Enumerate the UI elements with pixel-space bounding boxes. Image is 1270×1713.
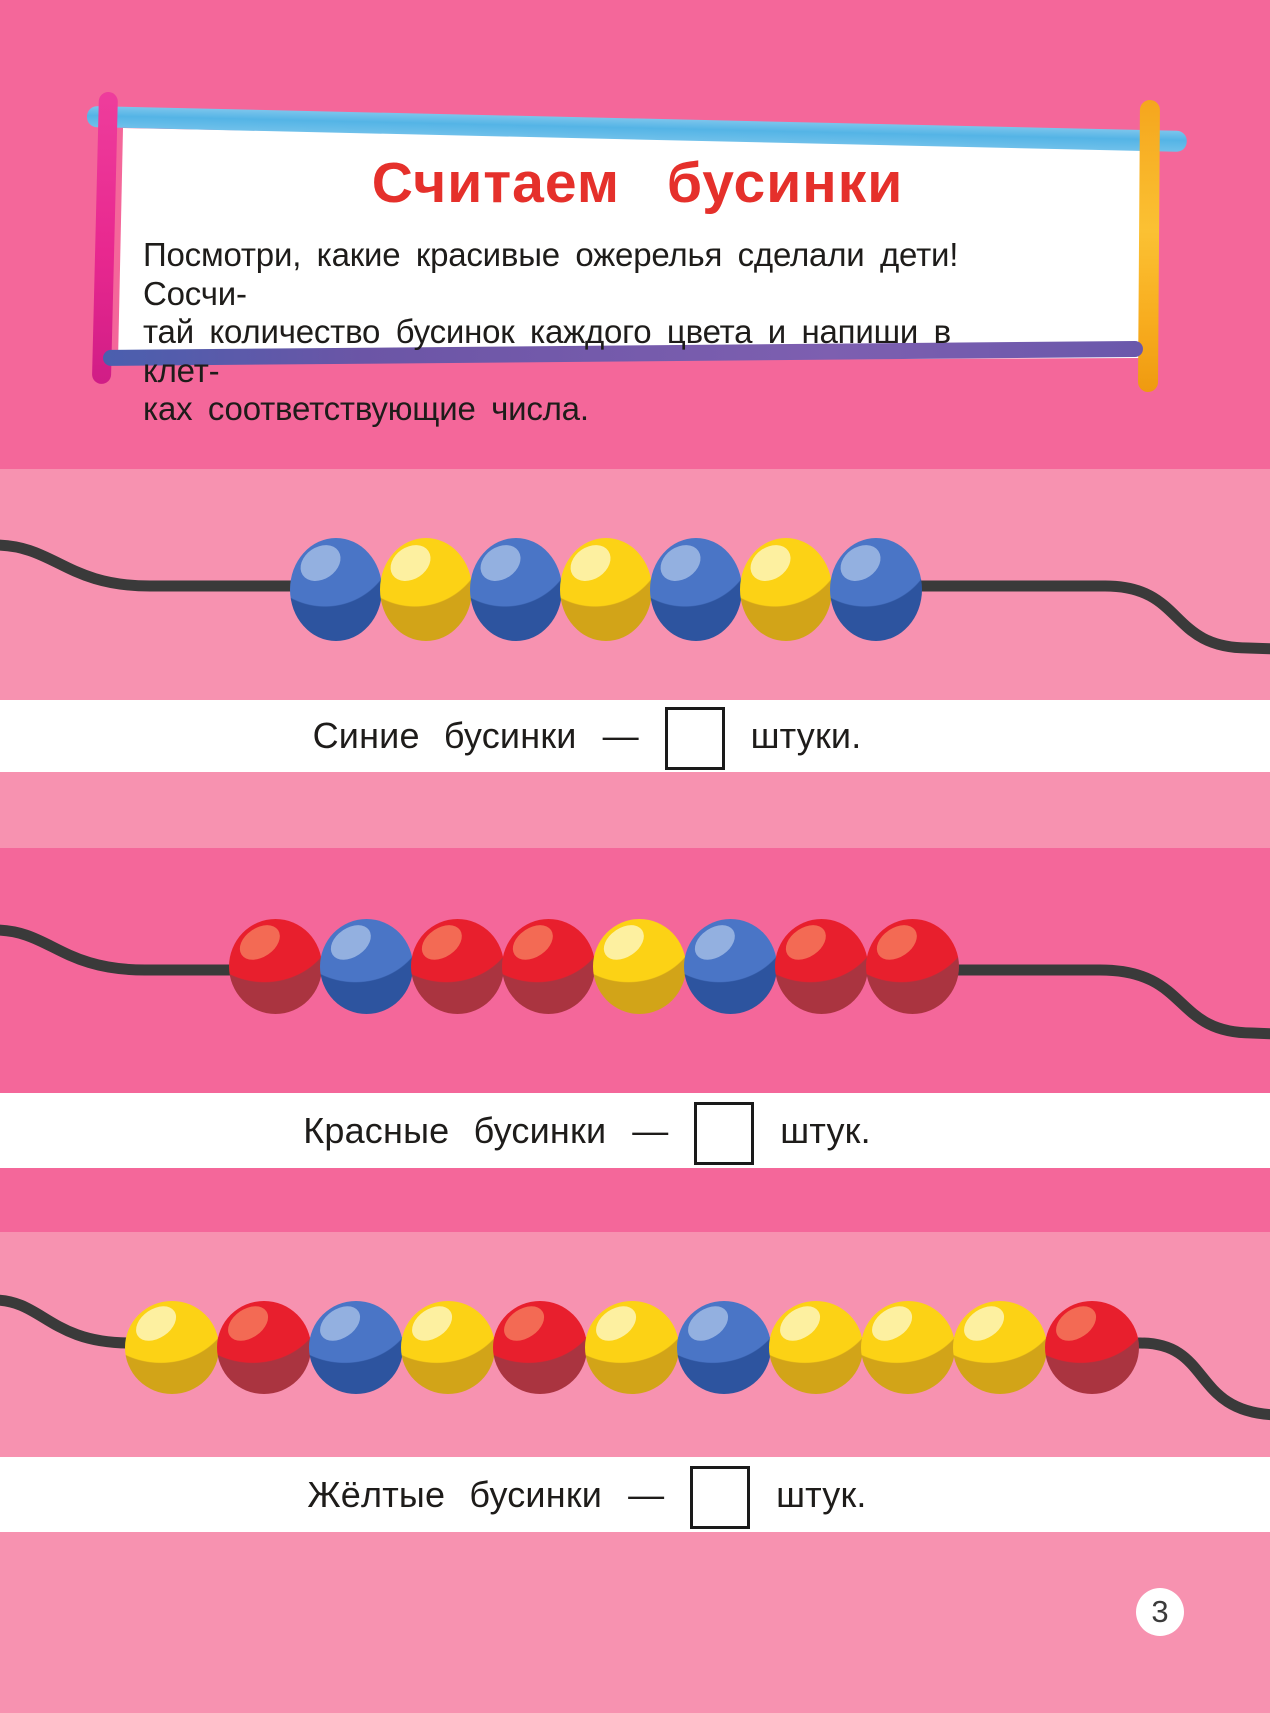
red-bead (411, 919, 504, 1014)
red-bead (775, 919, 868, 1014)
yellow-bead (585, 1301, 679, 1394)
answer-box-red[interactable] (694, 1101, 755, 1165)
yellow-bead (593, 919, 686, 1014)
yellow-bead (401, 1301, 495, 1394)
page-number: 3 (1151, 1594, 1169, 1629)
yellow-bead (560, 538, 652, 641)
answer-suffix: штуки. (750, 715, 862, 756)
blue-bead (650, 538, 742, 641)
dash: — (628, 1473, 665, 1515)
red-bead (229, 919, 322, 1014)
answer-strip-blue: Синие бусинки — штуки. (0, 700, 1270, 772)
title-box-background (118, 128, 1150, 362)
yellow-bead (953, 1301, 1047, 1394)
page-number-badge: 3 (1136, 1588, 1184, 1636)
bead-row (229, 919, 959, 1014)
bead-row (125, 1301, 1139, 1394)
necklace-1 (0, 469, 1270, 700)
answer-suffix: штук. (776, 1473, 867, 1515)
instruction-line: ках соответствующие числа. (143, 390, 589, 428)
blue-bead (320, 919, 413, 1014)
brush-stroke-left-icon (91, 91, 118, 385)
necklace-3 (0, 1232, 1270, 1457)
dash: — (602, 715, 639, 756)
bead-row (290, 538, 922, 641)
answer-box-yellow[interactable] (690, 1465, 751, 1529)
dash: — (632, 1109, 669, 1151)
red-bead (1045, 1301, 1139, 1394)
blue-bead (830, 538, 922, 641)
red-bead (502, 919, 595, 1014)
red-bead (866, 919, 959, 1014)
separator-band (0, 1168, 1270, 1232)
necklace-string (0, 539, 1270, 655)
blue-bead (309, 1301, 403, 1394)
instruction-line: Посмотри, какие красивые ожерелья сделал… (143, 236, 959, 312)
blue-bead (677, 1301, 771, 1394)
page-title: Считаем бусинки (371, 151, 904, 215)
blue-bead (290, 538, 382, 641)
necklace-string (0, 924, 1270, 1040)
answer-label: Жёлтые бусинки (307, 1473, 603, 1515)
instruction-text: Посмотри, какие красивые ожерелья сделал… (143, 236, 1038, 429)
answer-label: Синие бусинки (312, 715, 577, 756)
title-box: Считаем бусинки Посмотри, какие красивые… (85, 88, 1190, 427)
yellow-bead (740, 538, 832, 641)
necklace-2 (0, 848, 1270, 1093)
instruction-line: тай количество бусинок каждого цвета и н… (143, 313, 951, 389)
yellow-bead (861, 1301, 955, 1394)
yellow-bead (380, 538, 472, 641)
blue-bead (684, 919, 777, 1014)
answer-suffix: штук. (780, 1109, 871, 1151)
answer-label: Красные бусинки (303, 1109, 607, 1151)
red-bead (217, 1301, 311, 1394)
yellow-bead (125, 1301, 219, 1394)
red-bead (493, 1301, 587, 1394)
necklace-string (0, 1294, 1270, 1421)
answer-strip-red: Красные бусинки — штук. (0, 1093, 1270, 1168)
yellow-bead (769, 1301, 863, 1394)
answer-strip-yellow: Жёлтые бусинки — штук. (0, 1457, 1270, 1532)
answer-box-blue[interactable] (664, 707, 725, 770)
blue-bead (470, 538, 562, 641)
